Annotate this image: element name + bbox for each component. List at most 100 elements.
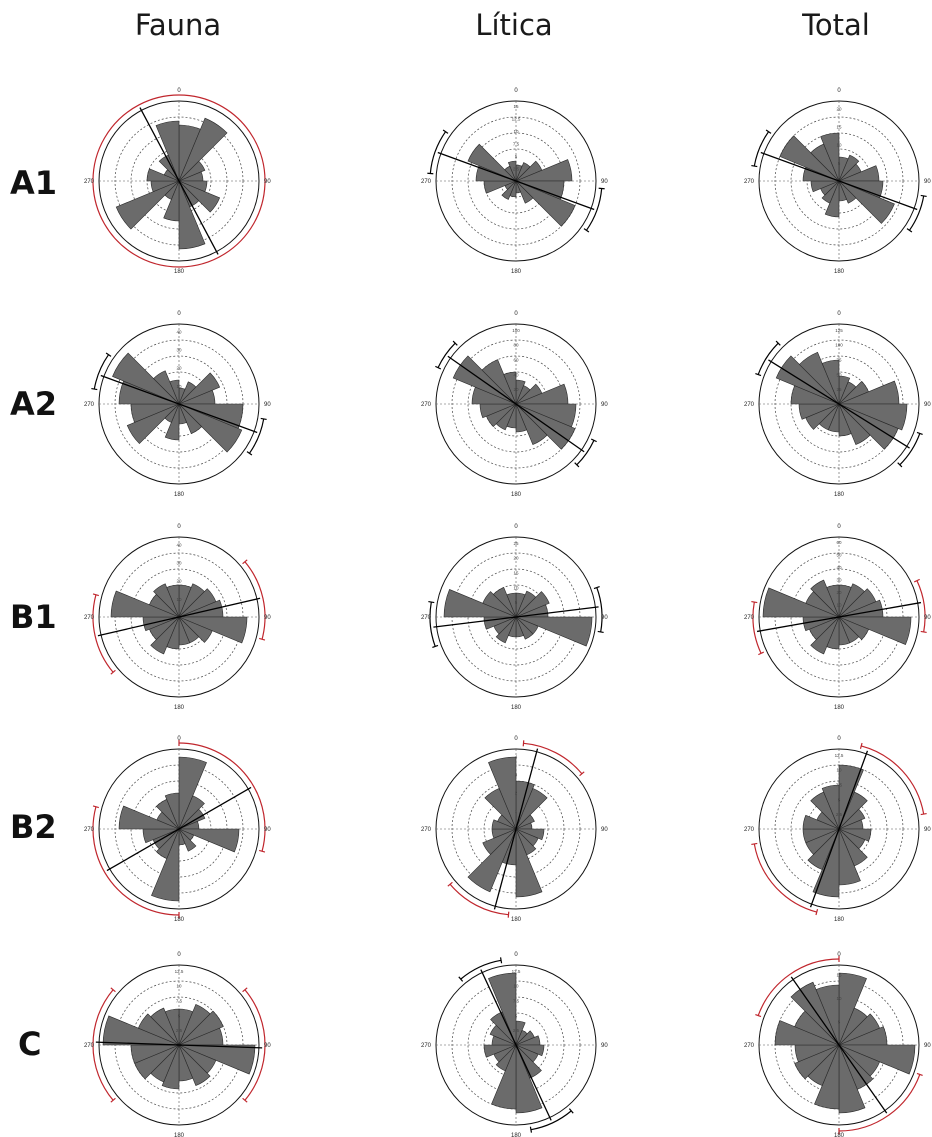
ring-label: 3: [515, 772, 518, 777]
confidence-arc: [92, 594, 114, 673]
rose-petal: [838, 791, 868, 830]
ring-label: 100: [835, 343, 843, 348]
rose-petal: [178, 403, 243, 453]
ring-label: 60: [836, 540, 842, 545]
ring-label: 10: [513, 129, 519, 134]
mean-direction-line: [106, 786, 252, 872]
rose-petal: [155, 120, 180, 182]
rose-petal: [178, 1010, 224, 1046]
confidence-arc: [861, 745, 925, 815]
rose-chart-b2-l-tica: 0 90 180 270 4 3 2 1: [421, 736, 608, 923]
direction-label: 270: [744, 402, 755, 408]
mean-direction-line: [100, 374, 258, 434]
rose-petal: [118, 805, 180, 830]
direction-label: 270: [421, 179, 432, 185]
rose-petal: [495, 1044, 517, 1072]
direction-label: 180: [174, 269, 185, 275]
confidence-arc-tick: [507, 911, 510, 918]
direction-label: 0: [514, 952, 518, 958]
rose-petal: [798, 351, 840, 405]
rose-petal: [137, 1013, 180, 1046]
confidence-arc-tick: [435, 365, 442, 370]
rose-petal: [482, 828, 517, 855]
ring-label: 100: [512, 328, 520, 333]
rose-petal: [488, 972, 517, 1046]
confidence-arc-tick: [92, 593, 99, 597]
confidence-arc-tick: [751, 842, 758, 846]
ring-label: 20: [176, 579, 182, 584]
direction-label: 90: [264, 402, 271, 408]
rose-petal: [178, 828, 240, 853]
mean-direction-line: [433, 606, 599, 628]
ring-label: 10: [836, 996, 842, 1001]
rose-petal: [112, 352, 180, 405]
row-label-b2: B2: [10, 808, 57, 846]
direction-label: 180: [834, 917, 845, 923]
rose-petal: [178, 1044, 211, 1087]
direction-label: 0: [177, 311, 181, 317]
confidence-arc-tick: [597, 630, 604, 634]
rose-petal: [790, 981, 840, 1046]
rose-chart-b1-l-tica: 0 90 180 270 25 20 15 10 5: [421, 524, 608, 711]
ring-label: 2.5: [513, 1028, 520, 1033]
ring-label: 2.5: [836, 812, 843, 817]
confidence-arc: [92, 989, 114, 1101]
ring-label: 5: [838, 797, 841, 802]
rose-chart-a2-fauna: 0 90 180 270 40 30 20 10: [84, 311, 271, 498]
confidence-arc: [585, 188, 603, 231]
direction-label: 90: [264, 615, 271, 621]
confidence-arc-tick: [920, 194, 927, 198]
ring-label: 7.5: [176, 999, 183, 1004]
confidence-arc-tick: [246, 451, 253, 456]
rose-chart-a1-fauna: 0 90 180 270: [84, 88, 271, 275]
confidence-arc-tick: [110, 987, 116, 993]
rose-petal: [178, 808, 206, 830]
ring-label: 10: [836, 143, 842, 148]
confidence-arc-tick: [755, 372, 762, 377]
rose-petal: [501, 180, 517, 200]
ring-label: 5: [515, 154, 518, 159]
confidence-arc-tick: [593, 585, 600, 590]
row-label-b1: B1: [10, 598, 57, 636]
rose-petal: [492, 587, 517, 618]
direction-label: 270: [744, 1043, 755, 1049]
ring-label: 30: [176, 347, 182, 352]
rose-petal: [161, 1044, 180, 1090]
rose-petal: [178, 180, 206, 250]
rose-petal: [515, 1044, 543, 1114]
confidence-arc: [752, 601, 762, 654]
rose-petal: [178, 1044, 256, 1075]
direction-label: 0: [837, 311, 841, 317]
rose-petal: [838, 972, 867, 1046]
ring-label: 25: [836, 387, 842, 392]
rose-petal: [178, 828, 197, 852]
mean-direction-line: [760, 151, 918, 211]
ring-label: 2.5: [176, 1028, 183, 1033]
rose-petal: [178, 372, 221, 405]
confidence-arc-tick: [579, 771, 585, 777]
ring-label: 15: [836, 972, 842, 977]
rose-petal: [169, 379, 180, 405]
rose-petal: [110, 590, 180, 618]
ring-label: 12.5: [512, 969, 521, 974]
rose-petal: [515, 180, 576, 227]
direction-label: 270: [84, 1043, 95, 1049]
direction-label: 90: [924, 402, 931, 408]
rose-chart-b2-total: 0 90 180 270 12.5 10 7.5 5 2.5: [744, 736, 931, 923]
direction-label: 180: [511, 492, 522, 498]
ring-label: 20: [836, 590, 842, 595]
rose-petal: [515, 828, 543, 898]
confidence-arc-tick: [442, 129, 449, 134]
ring-label: 7.5: [836, 783, 843, 788]
rose-petal: [838, 154, 860, 182]
ring-label: 50: [836, 553, 842, 558]
confidence-arc: [92, 94, 266, 268]
rose-petal: [155, 828, 180, 859]
rose-petal: [153, 370, 180, 405]
direction-label: 0: [177, 952, 181, 958]
rose-chart-c-fauna: 0 90 180 270 12.5 10 7.5 5 2.5: [84, 952, 271, 1137]
ring-label: 15: [836, 124, 842, 129]
rose-chart-c-l-tica: 0 90 180 270 12.5 10 7.5 5 2.5: [421, 952, 608, 1137]
row-label-a1: A1: [10, 164, 58, 202]
direction-label: 90: [264, 827, 271, 833]
